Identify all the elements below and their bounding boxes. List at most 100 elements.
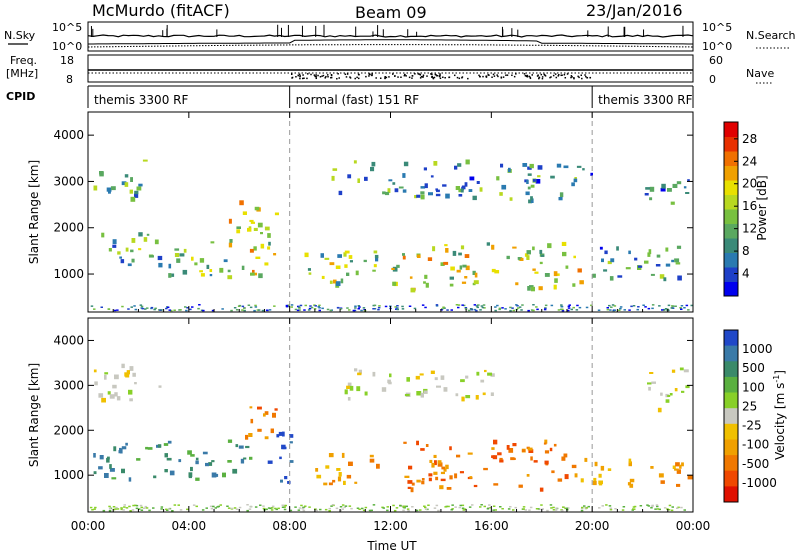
echo-cell (246, 504, 249, 506)
echo-cell (273, 253, 277, 256)
echo-cell (527, 309, 530, 312)
echo-cell (619, 307, 622, 310)
echo-cell (583, 505, 586, 507)
echo-cell (515, 282, 519, 286)
echo-cell (437, 509, 440, 512)
colorbar-swatch (724, 180, 738, 195)
echo-cell (649, 186, 655, 192)
echo-cell (139, 504, 143, 507)
echo-cell (332, 479, 336, 483)
echo-cell (522, 506, 526, 508)
echo-cell (253, 309, 256, 312)
echo-cell (443, 387, 448, 392)
echo-cell (209, 274, 213, 277)
echo-cell (427, 257, 433, 261)
echo-cell (658, 473, 664, 478)
nsky-trace-2 (88, 39, 693, 45)
echo-cell (166, 457, 172, 461)
echo-cell (154, 307, 157, 310)
echo-cell (433, 454, 437, 458)
colorbar-tick-label: -100 (742, 438, 769, 452)
nave-point (479, 75, 481, 78)
echo-cell (552, 506, 555, 509)
echo-cell (136, 458, 141, 461)
colorbar-swatch (724, 361, 738, 378)
echo-cell (480, 504, 483, 506)
echo-cell (516, 305, 519, 307)
echo-cell (639, 505, 643, 507)
echo-cell (499, 506, 502, 508)
echo-cell (110, 186, 116, 191)
echo-cell (655, 504, 659, 506)
echo-cell (473, 304, 477, 306)
echo-cell (623, 309, 626, 311)
echo-cell (298, 507, 302, 509)
echo-cell (294, 506, 297, 508)
nave-point (337, 73, 339, 75)
echo-cell (456, 454, 461, 458)
echo-cell (310, 306, 314, 309)
echo-cell (559, 192, 564, 198)
nave-point (306, 73, 309, 75)
echo-cell (687, 179, 690, 182)
echo-cell (136, 186, 142, 191)
echo-cell (360, 309, 363, 312)
echo-cell (369, 458, 375, 463)
echo-cell (289, 509, 293, 512)
nave-point (536, 75, 539, 77)
echo-cell (262, 505, 265, 507)
echo-cell (304, 252, 309, 258)
echo-cell (606, 307, 609, 309)
echo-cell (388, 179, 393, 182)
nave-point (422, 74, 425, 77)
echo-cell (176, 258, 181, 263)
echo-cell (112, 384, 117, 389)
echo-cell (328, 510, 331, 512)
echo-cell (200, 309, 204, 312)
echo-cell (424, 306, 427, 309)
echo-cell (553, 284, 557, 290)
echo-cell (685, 385, 690, 389)
echo-cell (372, 371, 376, 377)
echo-cell (501, 508, 504, 510)
echo-cell (157, 255, 163, 261)
echo-cell (129, 398, 133, 402)
nave-point (420, 75, 423, 78)
echo-cell (269, 507, 272, 510)
echo-cell (250, 272, 255, 276)
echo-cell (166, 306, 170, 309)
echo-cell (249, 219, 254, 222)
echo-cell (540, 504, 543, 506)
echo-cell (93, 308, 96, 310)
echo-cell (256, 309, 260, 311)
echo-cell (423, 390, 428, 394)
echo-cell (283, 508, 287, 511)
echo-cell (169, 470, 175, 476)
nave-point (315, 75, 317, 78)
nave-point (297, 74, 300, 77)
echo-cell (530, 184, 535, 188)
echo-cell (177, 504, 180, 506)
echo-cell (340, 278, 344, 284)
echo-cell (191, 256, 194, 261)
echo-cell (584, 507, 588, 510)
y-tick-label: 4000 (53, 128, 84, 142)
echo-cell (329, 309, 333, 312)
echo-cell (580, 507, 584, 510)
echo-cell (297, 509, 301, 511)
echo-cell (508, 167, 511, 173)
echo-cell (413, 307, 417, 310)
echo-cell (227, 275, 233, 280)
echo-cell (315, 468, 319, 472)
echo-cell (416, 391, 422, 396)
nave-point (478, 74, 480, 77)
nave-point (541, 77, 544, 80)
echo-cell (529, 506, 533, 509)
echo-cell (681, 390, 685, 393)
echo-cell (93, 185, 98, 191)
echo-cell (253, 227, 258, 231)
echo-cell (634, 257, 638, 261)
echo-cell (492, 509, 495, 511)
echo-cell (190, 454, 195, 457)
echo-cell (547, 243, 552, 249)
